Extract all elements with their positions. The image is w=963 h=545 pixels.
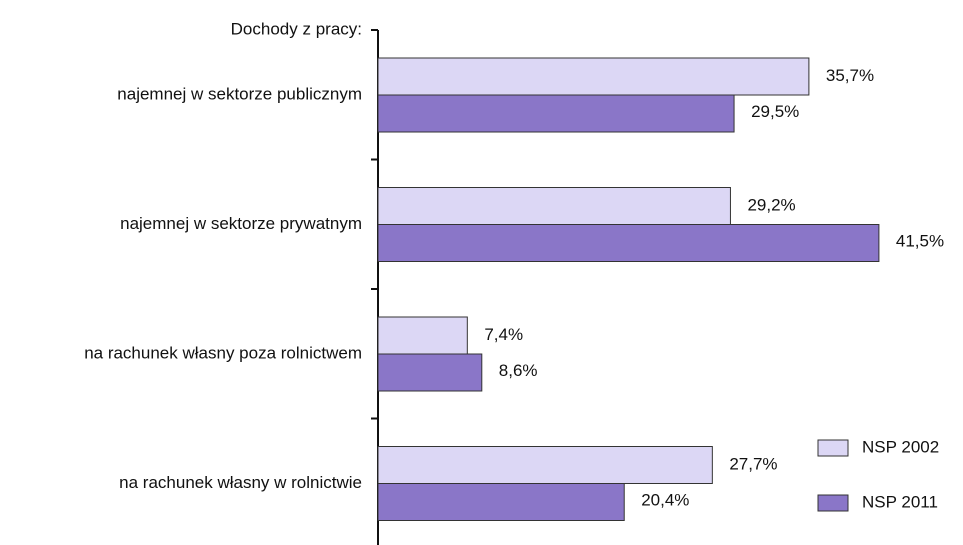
bar [377,353,483,392]
value-label: 7,4% [484,325,523,344]
value-label: 27,7% [729,454,777,473]
bar [377,316,468,355]
bar [377,57,810,96]
category-label: na rachunek własny poza rolnictwem [84,343,362,362]
chart-title: Dochody z pracy: [231,19,362,38]
legend-swatch [817,494,849,512]
bar [377,224,880,262]
bar [377,187,731,225]
bar [377,94,735,133]
category-label: na rachunek własny w rolnictwie [119,473,362,492]
legend-swatch [817,439,849,457]
value-label: 41,5% [896,231,944,250]
category-label: najemnej w sektorze publicznym [117,84,362,103]
legend-label: NSP 2011 [862,492,938,511]
category-label: najemnej w sektorze prywatnym [120,214,362,233]
value-label: 29,5% [751,102,799,121]
legend-label: NSP 2002 [862,437,939,456]
value-label: 29,2% [747,195,795,214]
bar [377,446,713,484]
value-label: 35,7% [826,66,874,85]
value-label: 20,4% [641,490,689,509]
value-label: 8,6% [499,361,538,380]
bar [377,483,625,521]
